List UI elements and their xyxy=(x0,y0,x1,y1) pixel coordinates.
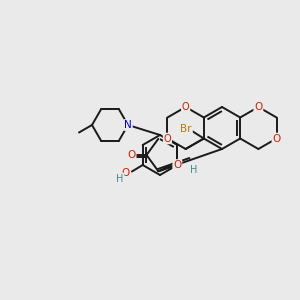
Text: O: O xyxy=(182,102,189,112)
Text: Br: Br xyxy=(181,124,192,134)
Text: N: N xyxy=(124,120,132,130)
Text: O: O xyxy=(128,150,136,160)
Text: O: O xyxy=(173,160,182,170)
Text: H: H xyxy=(190,164,197,175)
Text: O: O xyxy=(272,134,281,143)
Text: O: O xyxy=(164,134,171,143)
Text: O: O xyxy=(122,169,130,178)
Text: O: O xyxy=(254,102,262,112)
Text: H: H xyxy=(116,173,124,184)
